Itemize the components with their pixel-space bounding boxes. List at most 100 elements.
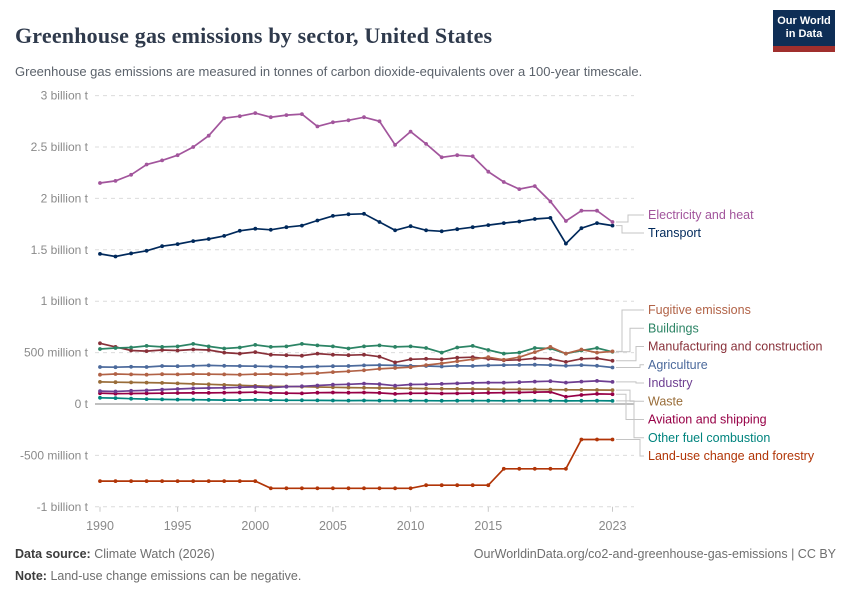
series-point: [408, 382, 413, 387]
series-point: [237, 385, 242, 390]
series-point: [393, 366, 397, 370]
note-line: Note: Land-use change emissions can be n…: [15, 569, 301, 583]
series-point: [424, 356, 428, 361]
series-point: [284, 384, 289, 389]
series-point: [144, 380, 149, 385]
series-point: [501, 398, 506, 403]
owid-logo-line2: in Data: [785, 28, 823, 40]
series-point: [191, 363, 196, 368]
series-line-land-use-change-and-forestry[interactable]: [100, 438, 613, 490]
series-point: [486, 391, 491, 395]
series-point: [486, 483, 491, 488]
series-point: [408, 391, 413, 396]
legend-label-fugitive-emissions[interactable]: Fugitive emissions: [648, 303, 751, 317]
legend-label-transport[interactable]: Transport: [648, 226, 702, 240]
series-point: [501, 380, 506, 385]
legend-connector: [616, 393, 644, 420]
series-point: [377, 363, 382, 367]
series-point: [237, 390, 242, 395]
legend-label-buildings[interactable]: Buildings: [648, 321, 699, 335]
series-point: [595, 437, 599, 442]
series-point: [455, 398, 460, 403]
series-point: [517, 350, 522, 355]
series-point: [268, 227, 273, 232]
series-line-electricity-and-heat[interactable]: [99, 112, 614, 223]
series-line-buildings[interactable]: [99, 343, 613, 355]
series-point: [486, 355, 491, 360]
series-point: [595, 221, 599, 226]
series-point: [237, 228, 242, 233]
series-point: [424, 363, 428, 367]
series-point: [175, 381, 180, 386]
legend-label-electricity-and-heat[interactable]: Electricity and heat: [648, 208, 754, 222]
series-point: [501, 180, 506, 184]
y-tick-label: 3 billion t: [41, 89, 89, 103]
attribution-link[interactable]: OurWorldinData.org/co2-and-greenhouse-ga…: [473, 547, 836, 561]
series-point: [253, 385, 258, 389]
series-point: [144, 248, 149, 253]
legend-label-industry[interactable]: Industry: [648, 376, 693, 390]
series-point: [206, 372, 211, 377]
legend-connector: [616, 327, 644, 353]
series-point: [595, 379, 599, 383]
series-point: [564, 394, 568, 399]
series-point: [175, 372, 180, 377]
series-point: [408, 365, 413, 370]
series-point: [315, 486, 320, 491]
legend-label-land-use-change-and-forestry[interactable]: Land-use change and forestry: [648, 449, 815, 463]
series-point: [222, 398, 227, 402]
series-point: [237, 372, 242, 377]
legend-label-aviation-and-shipping[interactable]: Aviation and shipping: [648, 413, 767, 427]
series-point: [268, 345, 273, 349]
series-point: [300, 371, 304, 376]
series-line-fugitive-emissions[interactable]: [99, 345, 613, 376]
legend-label-waste[interactable]: Waste: [648, 394, 683, 408]
series-point: [424, 483, 428, 488]
series-point: [486, 169, 491, 174]
series-point: [222, 390, 227, 395]
series-point: [315, 383, 320, 388]
series-point: [470, 364, 475, 368]
series-point: [144, 397, 149, 401]
legend-label-other-fuel-combustion[interactable]: Other fuel combustion: [648, 431, 770, 445]
legend-connector: [616, 389, 644, 402]
series-line-agriculture[interactable]: [99, 363, 613, 369]
series-line-other-fuel-combustion[interactable]: [99, 396, 613, 402]
series-point: [595, 388, 599, 392]
series-point: [501, 466, 506, 471]
series-point: [362, 381, 366, 386]
series-line-industry[interactable]: [99, 380, 613, 393]
series-point: [455, 483, 460, 488]
series-point: [517, 398, 522, 403]
series-point: [548, 356, 553, 361]
series-point: [377, 391, 382, 395]
series-point: [284, 344, 289, 349]
series-point: [470, 391, 475, 396]
series-point: [564, 241, 568, 246]
series-point: [579, 356, 584, 361]
series-line-aviation-and-shipping[interactable]: [99, 391, 613, 398]
series-point: [393, 486, 397, 491]
series-point: [564, 466, 568, 471]
series-line-waste[interactable]: [99, 381, 613, 391]
series-point: [160, 372, 165, 377]
series-point: [517, 219, 522, 224]
series-point: [439, 398, 444, 403]
series-point: [377, 220, 382, 224]
series-point: [501, 390, 506, 395]
series-point: [548, 466, 553, 471]
series-point: [113, 254, 118, 259]
series-point: [98, 365, 102, 369]
legend-label-agriculture[interactable]: Agriculture: [648, 358, 708, 372]
series-point: [222, 363, 227, 368]
series-point: [222, 383, 227, 387]
y-tick-label: 2.5 billion t: [31, 140, 89, 154]
series-point: [331, 382, 335, 387]
series-line-manufacturing-and-construction[interactable]: [99, 342, 613, 364]
x-tick-label: 2000: [241, 519, 269, 533]
series-point: [377, 354, 382, 359]
series-line-transport[interactable]: [99, 212, 613, 258]
legend-label-manufacturing-and-construction[interactable]: Manufacturing and construction: [648, 340, 822, 354]
y-tick-label: 500 million t: [24, 346, 89, 360]
